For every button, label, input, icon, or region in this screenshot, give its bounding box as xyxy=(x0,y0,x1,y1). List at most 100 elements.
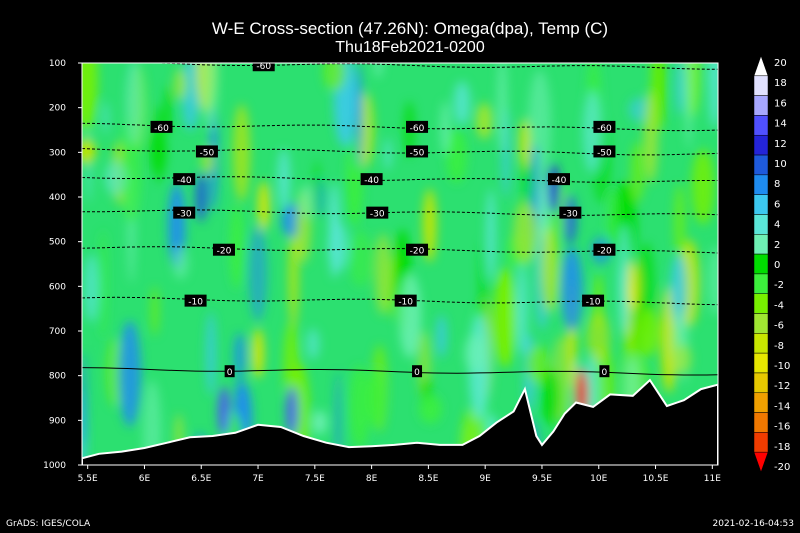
svg-text:0: 0 xyxy=(227,368,233,378)
omega-cell xyxy=(446,128,467,184)
omega-cell xyxy=(334,371,341,465)
isotherm-label: -30 xyxy=(559,206,582,220)
omega-cell xyxy=(82,352,87,446)
svg-text:-30: -30 xyxy=(563,210,578,220)
isotherm-label: -20 xyxy=(406,243,429,257)
omega-cell xyxy=(670,253,688,330)
y-tick-label: 700 xyxy=(49,327,66,337)
colorbar-swatch xyxy=(753,273,769,294)
isotherm xyxy=(82,367,718,376)
colorbar: 20181614121086420-2-4-6-8-10-12-14-16-18… xyxy=(753,55,790,473)
svg-text:-60: -60 xyxy=(597,124,612,134)
omega-cell xyxy=(561,246,583,332)
omega-cell xyxy=(82,138,96,165)
isotherm-label: -30 xyxy=(366,206,389,220)
omega-cell xyxy=(398,273,422,359)
omega-cell xyxy=(436,314,447,358)
colorbar-label: -2 xyxy=(774,280,784,291)
colorbar-label: 6 xyxy=(774,199,780,210)
colorbar-swatch xyxy=(753,95,769,116)
omega-cell xyxy=(367,367,385,428)
y-tick-label: 200 xyxy=(49,104,66,114)
omega-cell xyxy=(637,307,659,357)
isotherm-label: -20 xyxy=(593,243,616,257)
omega-cell xyxy=(419,394,442,424)
svg-text:-60: -60 xyxy=(154,124,169,134)
colorbar-label: -8 xyxy=(774,341,784,352)
colorbar-label: 12 xyxy=(774,139,787,150)
omega-cell xyxy=(643,89,658,183)
isotherm-label: 0 xyxy=(412,365,423,378)
plot-frame xyxy=(81,62,719,466)
omega-cell xyxy=(708,245,718,316)
x-axis: 5.5E 6E 6.5E 7E 7.5E 8E 8.5E 9E 9.5E 10E 10.5E 11E xyxy=(78,465,721,484)
y-tick-label: 600 xyxy=(49,282,66,292)
colorbar-swatch xyxy=(753,253,769,275)
svg-text:-10: -10 xyxy=(398,298,413,308)
omega-core xyxy=(518,118,531,169)
omega-cell xyxy=(323,63,346,92)
y-tick-label: 100 xyxy=(49,59,66,69)
isotherm-label: -50 xyxy=(406,145,429,158)
colorbar-swatch xyxy=(753,174,769,195)
omega-cell xyxy=(374,63,383,78)
omega-cell xyxy=(494,267,516,368)
svg-text:-30: -30 xyxy=(177,210,192,220)
colorbar-swatch xyxy=(753,372,769,394)
omega-cell xyxy=(83,254,99,323)
colorbar-label: 2 xyxy=(774,240,780,251)
terrain xyxy=(82,378,718,465)
chart-subtitle: Thu18Feb2021-0200 xyxy=(335,39,485,56)
isotherm-label: -40 xyxy=(360,173,383,186)
x-tick-label: 6.5E xyxy=(191,474,211,484)
omega-cell xyxy=(355,63,363,169)
isotherm-label: -60 xyxy=(252,62,275,72)
omega-cell xyxy=(586,311,610,364)
omega-cell xyxy=(125,63,143,146)
colorbar-swatch xyxy=(753,154,769,176)
omega-cell xyxy=(384,138,392,171)
x-tick-label: 7.5E xyxy=(305,474,325,484)
isotherm-label: 0 xyxy=(224,365,235,378)
svg-text:-20: -20 xyxy=(597,247,612,257)
omega-cell xyxy=(232,104,251,202)
colorbar-label: -18 xyxy=(774,442,790,453)
omega-cell xyxy=(149,129,167,176)
omega-cell xyxy=(143,380,162,465)
footer-timestamp: 2021-02-16-04:53 xyxy=(712,519,795,529)
omega-cell xyxy=(101,101,110,134)
x-tick-label: 8.5E xyxy=(418,474,438,484)
svg-text:-40: -40 xyxy=(364,176,379,186)
omega-cell xyxy=(708,63,718,129)
colorbar-swatch xyxy=(753,313,769,334)
colorbar-label: -6 xyxy=(774,321,784,332)
colorbar-label: 0 xyxy=(774,260,780,271)
colorbar-label: 20 xyxy=(774,58,787,69)
omega-cell xyxy=(277,148,291,212)
omega-cell xyxy=(540,368,561,426)
colorbar-label: 16 xyxy=(774,98,787,109)
colorbar-label: -20 xyxy=(774,462,790,473)
omega-core xyxy=(195,172,208,222)
colorbar-swatch xyxy=(753,333,769,354)
omega-cell xyxy=(104,161,127,196)
isotherm-label: -60 xyxy=(593,120,616,134)
omega-cell xyxy=(82,63,98,132)
y-tick-label: 400 xyxy=(49,193,66,203)
omega-cell xyxy=(516,262,528,356)
omega-core xyxy=(626,261,639,312)
omega-cell xyxy=(100,229,107,340)
colorbar-label: 8 xyxy=(774,179,780,190)
omega-cell xyxy=(118,320,142,427)
omega-core xyxy=(217,386,230,437)
svg-text:-60: -60 xyxy=(256,62,271,72)
omega-cell xyxy=(313,159,321,220)
omega-cell xyxy=(674,344,692,375)
svg-text:-50: -50 xyxy=(410,148,425,158)
omega-cell xyxy=(526,344,549,385)
isotherm-label: -40 xyxy=(173,173,196,186)
omega-cell xyxy=(229,204,244,289)
isotherm xyxy=(146,63,718,70)
colorbar-swatch xyxy=(753,412,769,433)
